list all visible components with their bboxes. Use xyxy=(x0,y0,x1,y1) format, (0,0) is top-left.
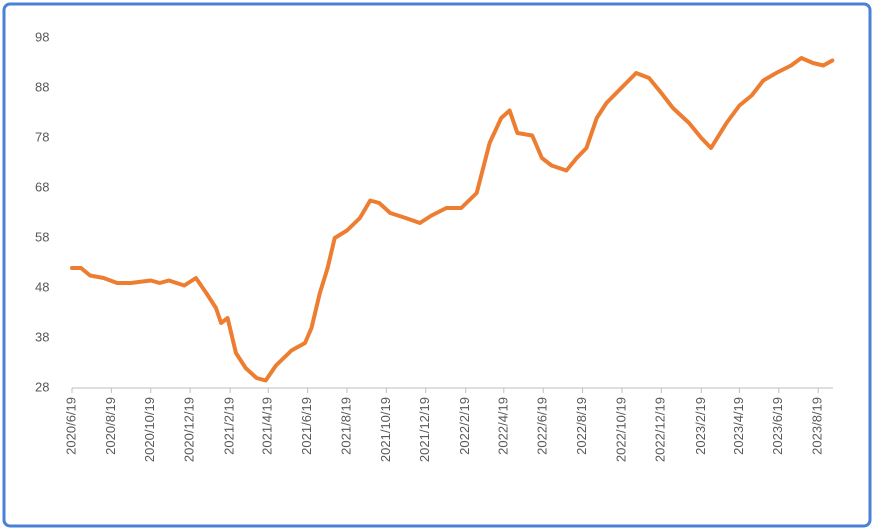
x-tick-label: 2023/4/19 xyxy=(731,397,746,455)
y-tick-label: 48 xyxy=(35,279,49,294)
x-tick-label: 2021/4/19 xyxy=(260,397,275,455)
x-tick-label: 2021/2/19 xyxy=(222,397,237,455)
x-tick-label: 2021/8/19 xyxy=(338,397,353,455)
y-tick-label: 78 xyxy=(35,129,49,144)
x-tick-label: 2021/12/19 xyxy=(417,397,432,462)
x-tick-label: 2022/4/19 xyxy=(495,397,510,455)
x-tick-label: 2020/10/19 xyxy=(142,397,157,462)
x-tick-label: 2021/6/19 xyxy=(299,397,314,455)
y-tick-label: 68 xyxy=(35,179,49,194)
x-tick-label: 2021/10/19 xyxy=(378,397,393,462)
y-tick-label: 88 xyxy=(35,79,49,94)
x-tick-label: 2023/6/19 xyxy=(770,397,785,455)
line-series xyxy=(70,56,835,383)
y-tick-label: 28 xyxy=(35,379,49,394)
y-tick-label: 38 xyxy=(35,329,49,344)
x-tick-label: 2020/12/19 xyxy=(182,397,197,462)
x-tick-label: 2023/2/19 xyxy=(693,397,708,455)
x-tick-label: 2022/6/19 xyxy=(535,397,550,455)
x-tick-label: 2023/8/19 xyxy=(810,397,825,455)
y-tick-label: 58 xyxy=(35,229,49,244)
y-tick-label: 98 xyxy=(35,29,49,44)
x-tick-label: 2022/2/19 xyxy=(457,397,472,455)
x-tick-label: 2020/8/19 xyxy=(103,397,118,455)
x-tick-label: 2022/12/19 xyxy=(653,397,668,462)
x-tick-label: 2020/6/19 xyxy=(63,397,78,455)
x-tick-label: 2022/8/19 xyxy=(574,397,589,455)
x-tick-label: 2022/10/19 xyxy=(613,397,628,462)
